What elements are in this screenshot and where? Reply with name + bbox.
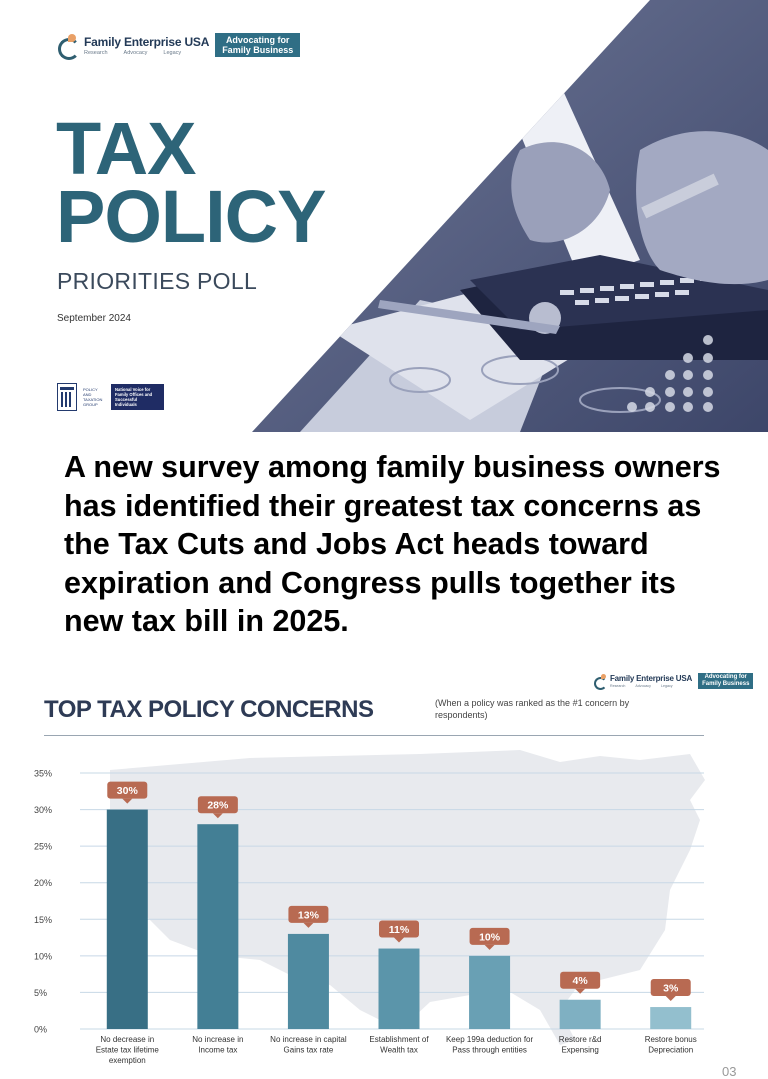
logo-small-name: Family Enterprise USA [610,674,693,683]
y-tick-label: 5% [34,988,47,998]
category-label: No decrease in Estate tax lifetime exempti… [96,1035,160,1065]
value-label-text: 3% [663,983,679,995]
value-label: 10% [469,927,510,950]
category-label: Establishment of Wealth tax [369,1035,429,1055]
value-label-badge [288,905,329,923]
cover-title-line1: TAX [56,107,197,190]
capitol-icon [57,383,77,411]
y-tick-label: 20% [34,878,52,888]
badge-line-2: Family Business [222,45,294,55]
logo-name: Family Enterprise USA [84,34,210,49]
advocating-badge: Advocating for Family Business [215,33,301,57]
small-badge-line-1: Advocating for [704,674,747,680]
cover-title-line2: POLICY [56,175,326,258]
category-label: Restore bonus Depreciation [645,1035,697,1055]
y-tick-label: 35% [34,769,52,779]
value-label-text: 4% [573,975,589,987]
bar [559,999,601,1029]
advocating-badge-small: Advocating for Family Business [698,673,754,689]
ppg-logo: POLICY AND TAXATION GROUP National Voice… [57,383,164,411]
family-enterprise-logo-icon [56,34,80,60]
cover-date: September 2024 [57,313,131,324]
logo-small-tagline: Research Advocacy Legacy [610,684,692,688]
value-label: 11% [379,920,419,943]
value-label-text: 10% [479,931,501,943]
page-number: 03 [722,1064,737,1079]
value-label: 30% [107,781,148,804]
value-label-pointer [122,798,133,804]
value-label-pointer [575,988,586,994]
category-label: Restore r&d Expensing [559,1035,602,1055]
tagline-advocacy: Advocacy [123,49,148,56]
lead-paragraph: A new survey among family business owner… [64,450,721,638]
value-label-badge [197,796,238,814]
bar [287,933,329,1029]
value-label-pointer [212,813,223,819]
small-tagline-advocacy: Advocacy [635,684,651,688]
small-tagline-research: Research [610,684,626,688]
small-tagline-legacy: Legacy [660,684,673,688]
y-tick-label: 30% [34,805,52,815]
value-label: 13% [288,905,329,928]
chart-divider [44,735,704,736]
value-label-text: 13% [298,909,320,921]
bar [106,809,148,1029]
family-enterprise-logo-small-icon [593,674,607,690]
small-badge-line-2: Family Business [702,681,750,687]
tagline-legacy: Legacy [163,49,182,56]
family-enterprise-logo-small: Family Enterprise USA Research Advocacy … [593,673,754,690]
value-label-badge [379,920,419,938]
value-label-badge [650,979,691,997]
bar [197,824,239,1029]
category-label: No increase in Income tax [192,1035,243,1055]
us-map-background [110,750,705,1045]
family-enterprise-logo: Family Enterprise USA Research Advocacy … [56,30,301,60]
value-label-badge [107,781,148,799]
badge-line-1: Advocating for [225,35,290,45]
y-tick-label: 0% [34,1025,47,1035]
category-label: No increase in capital Gains tax rate [270,1035,347,1055]
bar [469,955,511,1029]
y-tick-label: 15% [34,915,52,925]
value-label-badge [560,971,601,989]
logo-tagline: Research Advocacy Legacy [84,50,209,56]
value-label-text: 11% [389,924,410,936]
y-tick-label: 10% [34,951,52,961]
hero-photo [252,0,768,432]
ppg-label: POLICY AND TAXATION GROUP [83,387,103,407]
y-tick-label: 25% [34,842,52,852]
bar [650,1007,692,1029]
value-label-text: 30% [117,785,139,797]
value-label: 3% [650,979,691,1002]
bar [378,948,420,1029]
ppg-badge: National Voice for Family Offices and Su… [111,384,164,410]
value-label-pointer [394,937,404,943]
category-label: Keep 199a deduction for Pass through enti… [446,1035,534,1055]
value-label: 28% [197,796,238,819]
tagline-research: Research [84,49,108,56]
bar-chart: 0% 5% 10% 15% 20% 25% 30% 35% 30% No decrease in… [34,750,705,1065]
value-label-pointer [665,996,676,1002]
value-label-text: 28% [207,800,229,812]
value-label-badge [469,927,510,945]
cover-subtitle: PRIORITIES POLL [57,268,258,294]
value-label-pointer [484,944,495,950]
chart-title: TOP TAX POLICY CONCERNS [44,696,374,723]
value-label-pointer [303,922,314,928]
value-label: 4% [560,971,601,994]
chart-note: (When a policy was ranked as the #1 conc… [435,698,630,720]
